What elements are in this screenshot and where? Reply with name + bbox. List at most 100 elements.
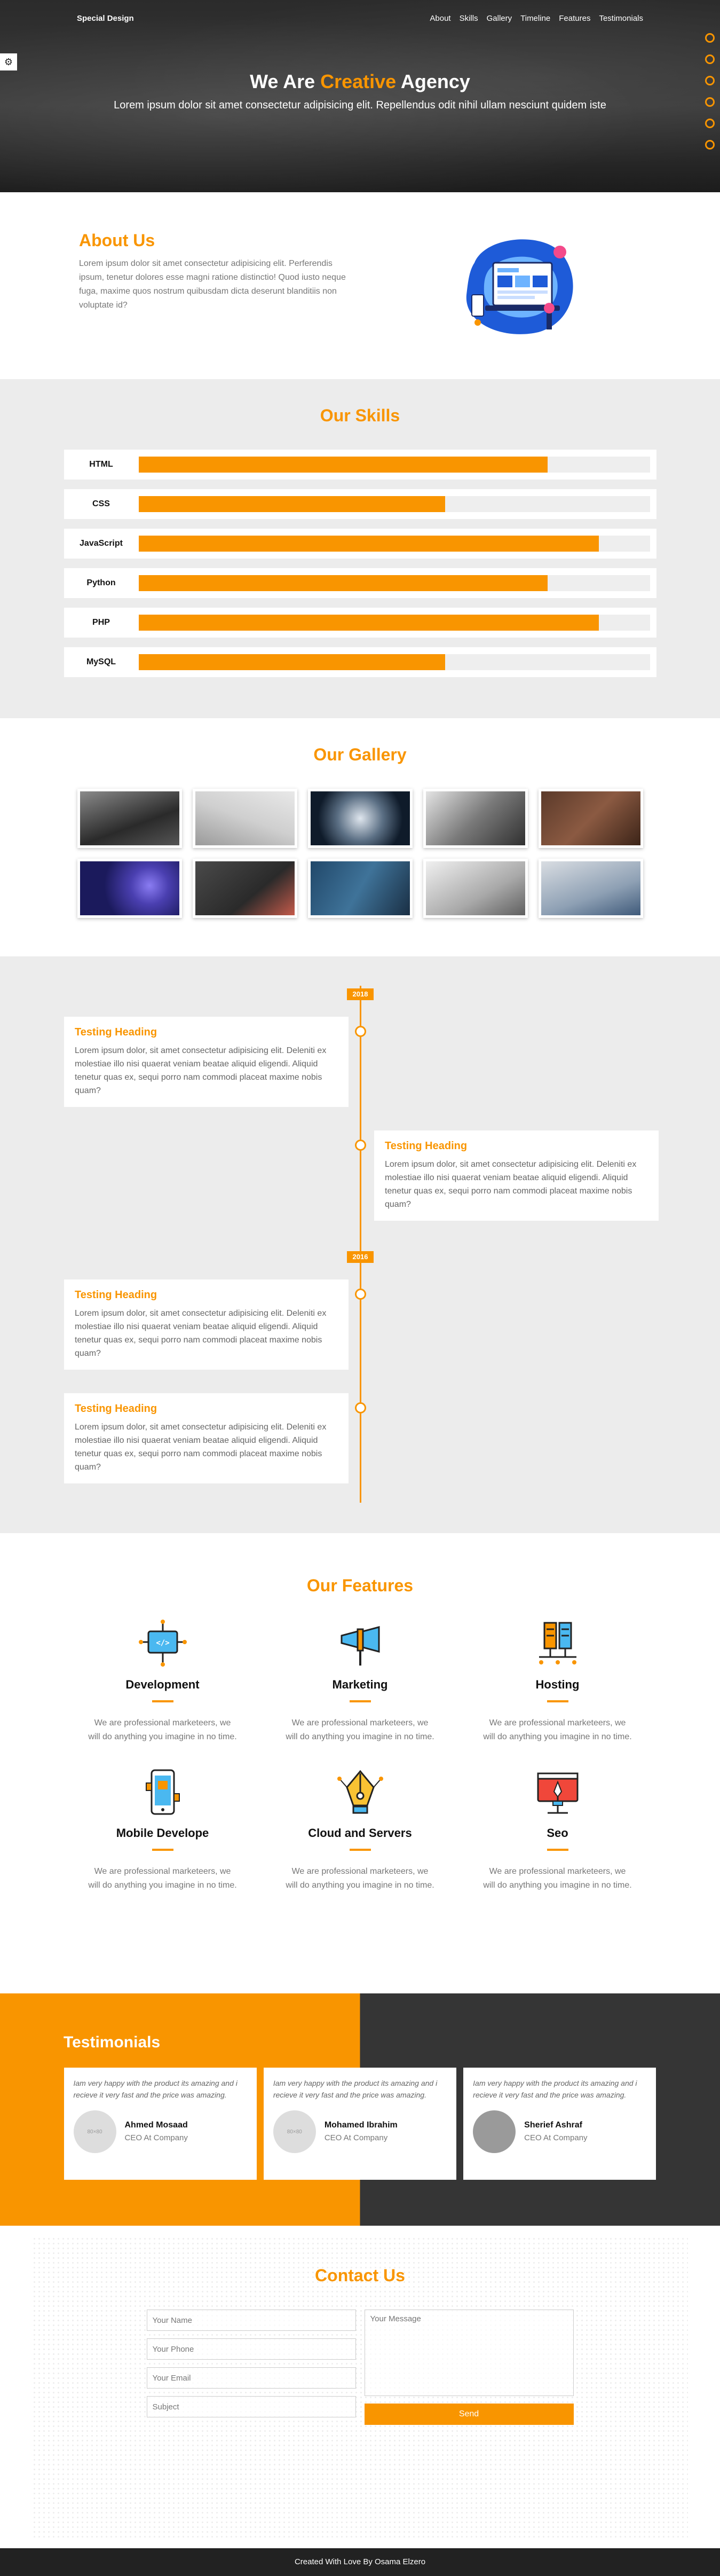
nav-link-skills[interactable]: Skills	[459, 13, 478, 23]
nav-link-about[interactable]: About	[430, 13, 451, 23]
hero-subtitle: Lorem ipsum dolor sit amet consectetur a…	[114, 99, 606, 111]
testimonial-quote: Iam very happy with the product its amaz…	[473, 2079, 637, 2099]
skill-row: CSS	[64, 489, 656, 519]
contact-form-left	[146, 2310, 356, 2425]
skill-name: HTML	[89, 460, 113, 469]
skill-progress-track	[138, 615, 650, 631]
skill-progress-fill	[138, 615, 599, 631]
timeline-text: Lorem ipsum dolor, sit amet consectetur …	[385, 1160, 637, 1209]
gallery-image[interactable]	[192, 859, 297, 918]
feature-name: Mobile Develope	[116, 1826, 209, 1840]
nav-bullet[interactable]	[705, 33, 715, 43]
contact-form: Send	[146, 2310, 574, 2425]
about-description: Lorem ipsum dolor sit amet consectetur a…	[79, 259, 346, 310]
feature-divider	[152, 1849, 173, 1851]
testimonial-role: CEO At Company	[524, 2133, 588, 2142]
timeline-item: Testing Heading Lorem ipsum dolor, sit a…	[64, 1279, 349, 1370]
cloud-servers-icon	[334, 1765, 387, 1819]
timeline-heading: Testing Heading	[385, 1140, 468, 1152]
gallery-image[interactable]	[538, 789, 643, 848]
timeline-dot	[355, 1289, 366, 1300]
hero-introduction: We Are Creative Agency Lorem ipsum dolor…	[0, 70, 720, 112]
logo[interactable]: Special Design	[77, 13, 134, 23]
skills-title: Our Skills	[320, 406, 400, 425]
message-field[interactable]	[364, 2310, 574, 2396]
gallery-image[interactable]	[77, 789, 182, 848]
testimonial-info: Mohamed Ibrahim CEO At Company	[325, 2121, 398, 2143]
testimonial-person: 80×80 Mohamed Ibrahim CEO At Company	[273, 2110, 447, 2153]
gallery-image[interactable]	[423, 859, 528, 918]
feature-name: Hosting	[535, 1678, 580, 1691]
feature-divider	[349, 1700, 371, 1702]
timeline-item: Testing Heading Lorem ipsum dolor, sit a…	[64, 1393, 349, 1483]
timeline-line	[360, 986, 361, 1503]
skill-progress-track	[138, 496, 650, 512]
testimonial-card: Iam very happy with the product its amaz…	[263, 2068, 457, 2180]
nav-bullet[interactable]	[705, 76, 715, 85]
footer-text: Created With Love By Osama Elzero	[294, 2557, 426, 2566]
skill-name: CSS	[92, 499, 110, 508]
feature-card: Seo We are professional marketeers, we w…	[459, 1765, 656, 1892]
skill-name: Python	[86, 578, 116, 587]
nav-bullet[interactable]	[705, 119, 715, 128]
testimonials-grid: Iam very happy with the product its amaz…	[64, 2068, 656, 2180]
feature-name: Seo	[547, 1826, 568, 1840]
gallery-section: Our Gallery	[0, 718, 720, 956]
nav-link-features[interactable]: Features	[559, 13, 591, 23]
feature-text: We are professional marketeers, we will …	[286, 1718, 434, 1741]
feature-divider	[547, 1700, 568, 1702]
skill-name: MySQL	[86, 657, 116, 666]
nav-link-timeline[interactable]: Timeline	[520, 13, 551, 23]
gallery-image[interactable]	[192, 789, 297, 848]
nav-bullet[interactable]	[705, 140, 715, 150]
gallery-image[interactable]	[307, 789, 413, 848]
feature-divider	[349, 1849, 371, 1851]
email-field[interactable]	[146, 2367, 356, 2389]
feature-card: </> Development We are professional mark…	[64, 1617, 262, 1744]
gallery-grid	[77, 789, 643, 918]
about-text: About Us Lorem ipsum dolor sit amet cons…	[79, 231, 357, 379]
timeline-heading: Testing Heading	[75, 1289, 157, 1301]
landing-section: Special Design About Skills Gallery Time…	[0, 0, 720, 192]
feature-name: Cloud and Servers	[308, 1826, 412, 1840]
gallery-image[interactable]	[307, 859, 413, 918]
nav-bullet[interactable]	[705, 54, 715, 64]
contact-title: Contact Us	[315, 2266, 405, 2285]
testimonial-person: 80×80 Ahmed Mosaad CEO At Company	[73, 2110, 247, 2153]
subject-field[interactable]	[146, 2396, 356, 2417]
testimonial-card: Iam very happy with the product its amaz…	[64, 2068, 257, 2180]
gallery-image[interactable]	[423, 789, 528, 848]
timeline-year: 2016	[347, 1251, 374, 1263]
gallery-image[interactable]	[77, 859, 182, 918]
skill-progress-fill	[138, 457, 548, 473]
skill-progress-fill	[138, 496, 446, 512]
send-button[interactable]: Send	[364, 2404, 574, 2425]
nav-bullet[interactable]	[705, 97, 715, 107]
feature-card: Marketing We are professional marketeers…	[262, 1617, 459, 1744]
phone-field[interactable]	[146, 2338, 356, 2360]
nav-link-testimonials[interactable]: Testimonials	[599, 13, 643, 23]
feature-divider	[152, 1700, 173, 1702]
nav-link-gallery[interactable]: Gallery	[486, 13, 512, 23]
feature-divider	[547, 1849, 568, 1851]
svg-text:</>: </>	[156, 1639, 169, 1647]
feature-text: We are professional marketeers, we will …	[483, 1718, 632, 1741]
timeline-dot	[355, 1140, 366, 1151]
gallery-image[interactable]	[538, 859, 643, 918]
contact-form-right: Send	[364, 2310, 574, 2425]
skills-section: Our Skills HTML CSS JavaScript Python PH…	[0, 379, 720, 718]
development-icon: </>	[136, 1617, 189, 1670]
hero-title-before: We Are	[250, 70, 321, 92]
navbar: Special Design About Skills Gallery Time…	[0, 0, 720, 36]
skill-progress-fill	[138, 575, 548, 591]
nav-bullets	[705, 33, 715, 150]
name-field[interactable]	[146, 2310, 356, 2331]
testimonials-section: Testimonials Iam very happy with the pro…	[0, 1993, 720, 2226]
about-title: About Us	[79, 231, 155, 250]
testimonial-quote: Iam very happy with the product its amaz…	[73, 2079, 238, 2099]
skill-name: JavaScript	[80, 539, 123, 548]
marketing-icon	[334, 1617, 387, 1670]
settings-toggle[interactable]: ⚙	[0, 53, 17, 70]
feature-card: Hosting We are professional marketeers, …	[459, 1617, 656, 1744]
skill-progress-fill	[138, 536, 599, 552]
